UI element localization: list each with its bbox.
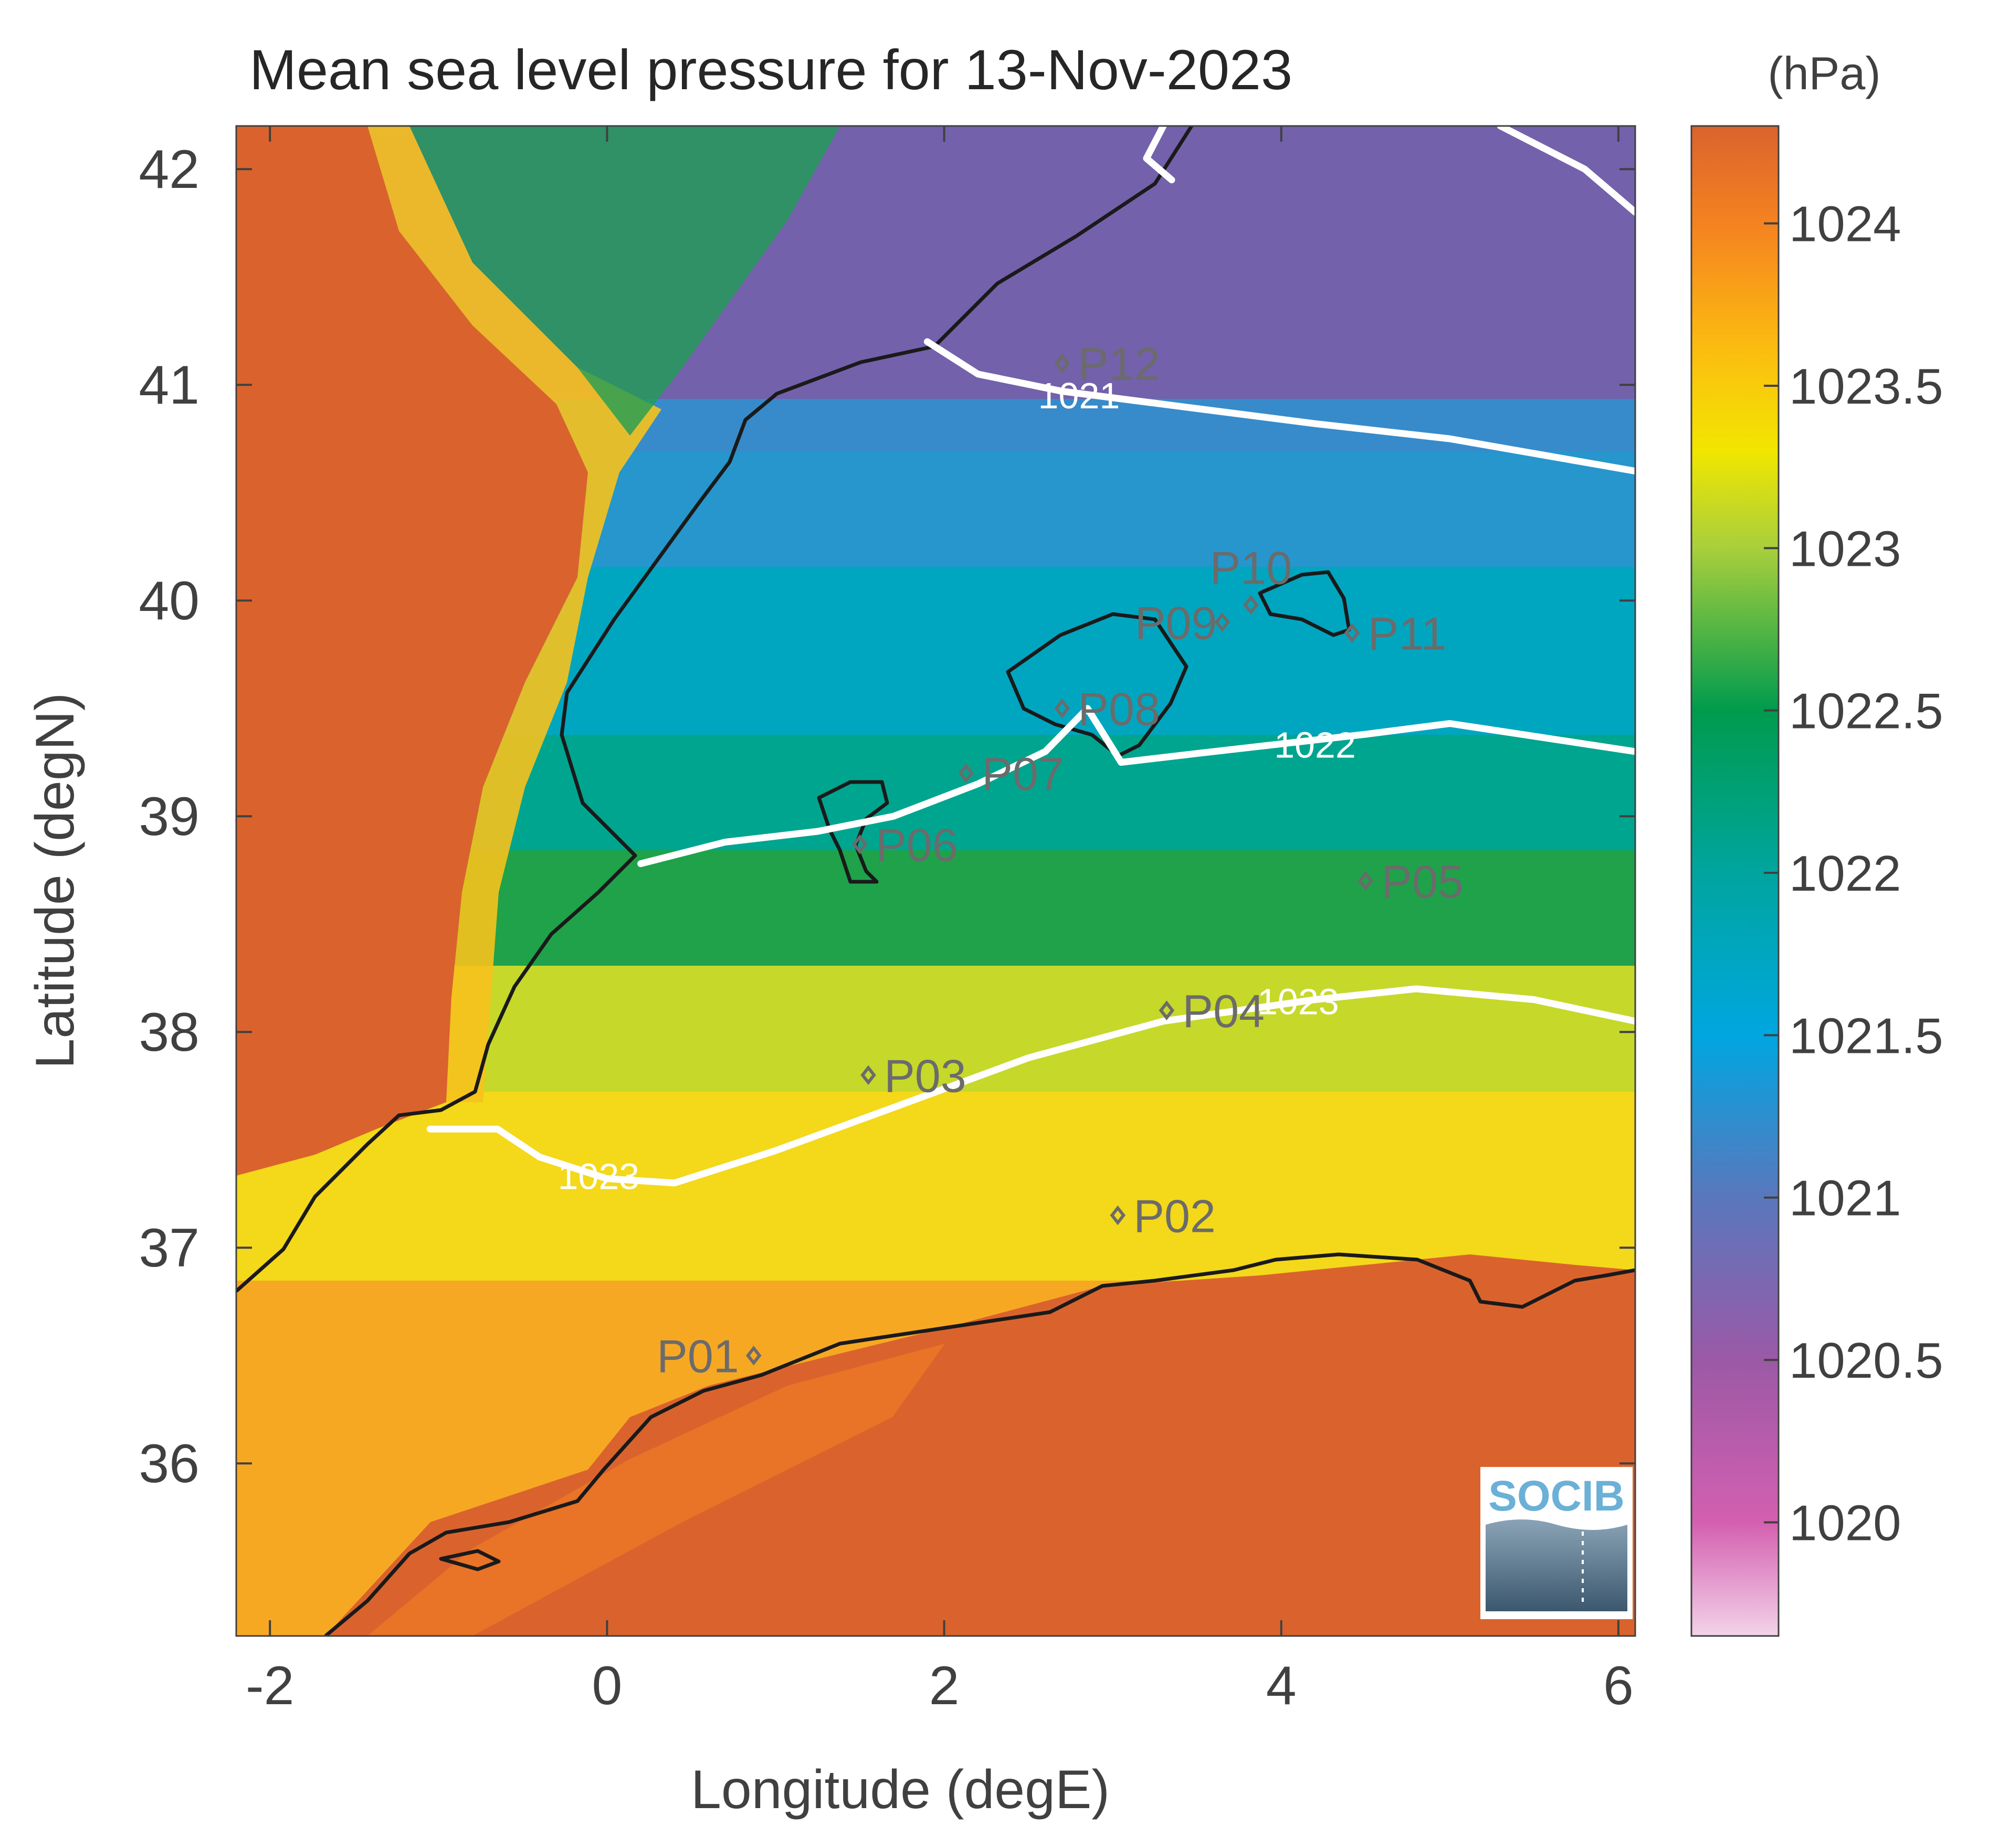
coastline-alboran-island [439,1549,501,1571]
station-marker: P06 [852,819,958,871]
colorbar [1690,125,1780,1637]
isobar-label: 1021 [1038,375,1120,416]
plot-frame [235,125,1636,1637]
coastline-north-africa [324,1252,1635,1636]
isobar-line [1497,126,1635,216]
station-marker: P09 [1135,597,1230,649]
station-label: P01 [657,1330,739,1382]
y-tick-label: 40 [139,571,199,631]
colorbar-tick-label: 1022 [1789,846,1901,902]
africa-lowland-shade [367,1344,945,1636]
y-tick-label: 37 [139,1218,199,1279]
station-marker: P12 [1054,338,1160,390]
coastline [236,126,1635,1636]
isobar-line [426,985,1635,1187]
station-diamond-icon [1159,1000,1175,1020]
logo-text: SOCIB [1488,1472,1625,1520]
iberia-land-highpressure [236,126,588,1176]
station-label: P07 [982,748,1064,800]
y-axis-label: Latitude (degN) [25,693,86,1069]
station-diamond-icon [1344,622,1360,643]
station-marker: P03 [860,1050,966,1102]
station-marker: P01 [657,1330,762,1382]
station-diamond-icon [1110,1205,1126,1226]
y-tick-label: 36 [139,1433,199,1494]
station-marker: P02 [1110,1190,1216,1242]
station-diamond-icon [745,1345,762,1366]
colorbar-tick-label: 1024 [1789,196,1901,252]
isobar-line [637,705,1635,868]
chart-title: Mean sea level pressure for 13-Nov-2023 [249,38,1292,101]
station-diamond-icon [958,763,974,783]
station-label: P12 [1078,338,1160,390]
station-diamond-icon [852,834,868,854]
station-diamond-icon [860,1065,876,1085]
x-tick-label: 6 [1603,1655,1634,1716]
coastline-mallorca [1006,612,1188,758]
iberia-coastal-transition [367,126,661,1102]
isobar-label: 1022 [1274,725,1356,766]
station-diamond-icon [1214,612,1230,632]
pressure-field [236,126,1635,1636]
station-label: P09 [1135,597,1217,649]
x-axis: -2 0 2 4 6 [246,126,1634,1716]
colorbar-tick-label: 1023 [1789,521,1901,577]
station-label: P06 [876,819,958,871]
logo-wave-icon [1486,1519,1627,1611]
isobar-line [923,338,1635,475]
station-diamond-icon [1054,353,1070,373]
station-label: P02 [1133,1190,1216,1242]
station-marker: P07 [958,748,1064,800]
x-tick-label: 0 [592,1655,622,1716]
y-tick-label: 38 [139,1002,199,1063]
isobar-line [1143,126,1175,184]
station-label: P05 [1381,856,1464,908]
isobar-label: 1023 [1257,981,1339,1022]
station-marker: P08 [1054,683,1160,735]
isobar-label: 1023 [558,1156,639,1197]
x-tick-label: 4 [1266,1655,1297,1716]
station-marker: P05 [1358,856,1464,908]
y-axis: 36 37 38 39 40 41 42 [139,139,1635,1494]
colorbar-tick-label: 1022.5 [1789,683,1943,740]
station-label: P10 [1210,542,1292,594]
coastline-ibiza [817,780,889,884]
station-diamond-icon [1358,871,1374,891]
x-tick-label: 2 [929,1655,960,1716]
station-marker: P10 [1210,542,1292,615]
station-diamond-icon [1243,595,1259,615]
socib-logo: SOCIB [1480,1467,1633,1619]
colorbar-tick-label: 1021 [1789,1170,1901,1227]
colorbar-tick-label: 1020.5 [1789,1333,1943,1389]
y-tick-label: 41 [139,355,199,416]
x-axis-label: Longitude (degE) [691,1759,1110,1820]
colorbar-tick-label: 1023.5 [1789,358,1943,415]
station-label: P04 [1182,985,1265,1037]
station-diamond-icon [1054,698,1070,719]
colorbar-tick-label: 1021.5 [1789,1008,1943,1064]
y-tick-label: 42 [139,139,199,200]
isobars: 1021 1022 1023 1023 [426,126,1635,1197]
coastline-iberia [236,126,1193,1293]
catalonia-land-green [409,126,840,436]
colorbar-unit: (hPa) [1768,47,1880,99]
station-marker: P04 [1159,985,1265,1037]
station-label: P03 [884,1050,966,1102]
station-label: P11 [1368,608,1447,660]
y-tick-label: 39 [139,786,199,847]
station-label: P08 [1078,683,1160,735]
colorbar-ticks: 1020 1020.5 1021 1021.5 1022 1022.5 1023 1023.5… [1764,196,1943,1551]
north-africa-land [325,1254,1635,1636]
station-marker: P11 [1344,608,1447,660]
x-tick-label: -2 [246,1655,294,1716]
colorbar-tick-label: 1020 [1789,1495,1901,1551]
